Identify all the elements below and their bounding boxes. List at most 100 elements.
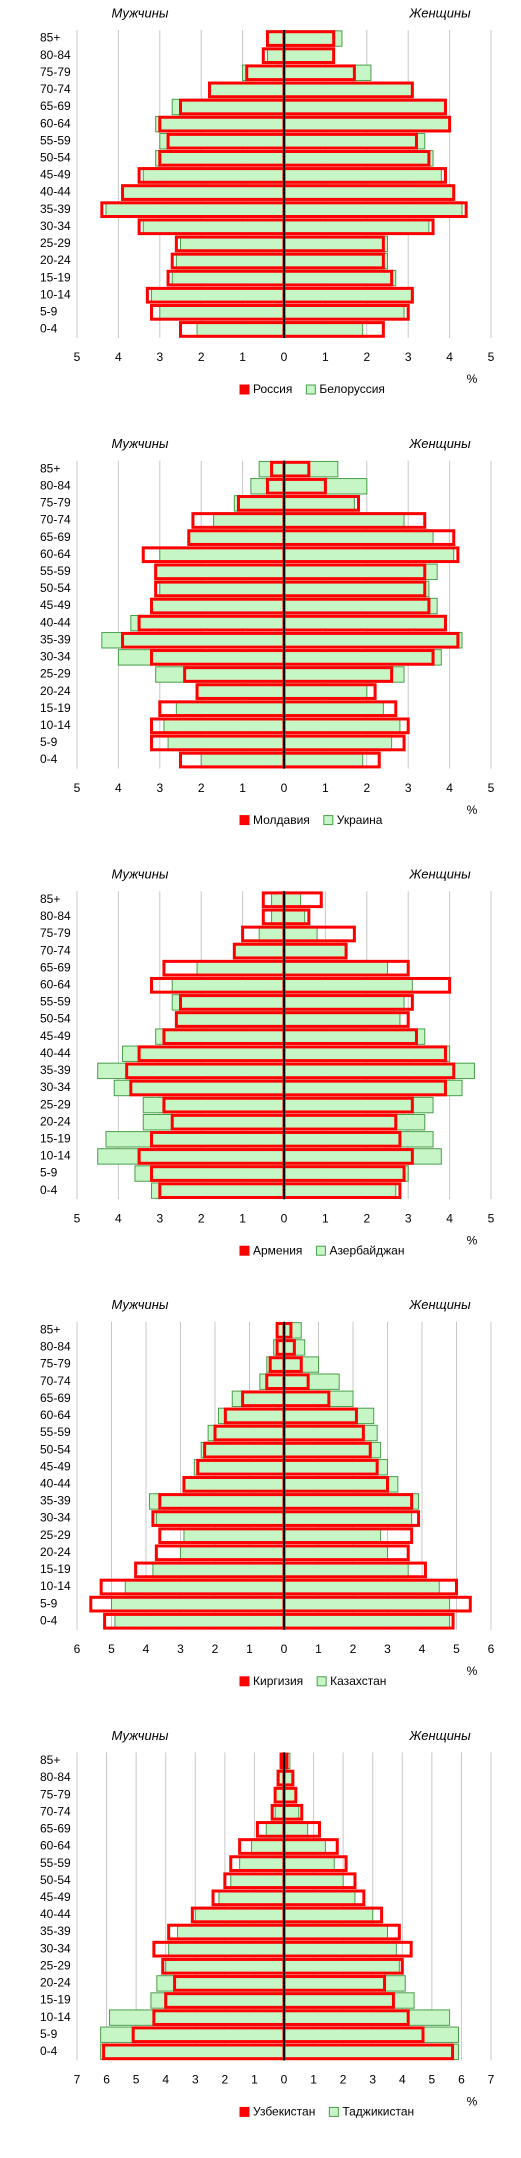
y-tick-label: 25-29 [40, 236, 71, 250]
legend-swatch [239, 1676, 250, 1687]
x-tick-label: 1 [239, 350, 246, 364]
y-tick-label: 15-19 [40, 1131, 71, 1145]
y-tick-label: 20-24 [40, 684, 71, 698]
x-tick-label: 1 [315, 1642, 322, 1656]
x-tick-label: 5 [488, 350, 495, 364]
legend-swatch [239, 1245, 250, 1256]
y-tick-label: 70-74 [40, 1804, 71, 1818]
left-label: Мужчины [112, 1728, 169, 1743]
x-tick-label: 2 [363, 1211, 370, 1225]
x-tick-label: 5 [488, 1211, 495, 1225]
y-tick-label: 10-14 [40, 287, 71, 301]
x-axis-label: % [467, 1233, 478, 1247]
y-tick-label: 65-69 [40, 960, 71, 974]
x-tick-label: 4 [115, 350, 122, 364]
left-label: Мужчины [112, 1297, 169, 1312]
x-tick-label: 3 [156, 781, 163, 795]
right-label: Женщины [408, 1728, 471, 1743]
y-tick-label: 55-59 [40, 1856, 71, 1870]
y-tick-label: 0-4 [40, 322, 58, 336]
y-tick-label: 65-69 [40, 530, 71, 544]
x-tick-label: 2 [363, 781, 370, 795]
legend-label: Таджикистан [342, 2105, 414, 2119]
y-tick-label: 50-54 [40, 1442, 71, 1456]
y-tick-label: 70-74 [40, 943, 71, 957]
x-tick-label: 7 [74, 2073, 81, 2087]
y-tick-label: 55-59 [40, 995, 71, 1009]
y-tick-label: 55-59 [40, 564, 71, 578]
x-tick-label: 5 [108, 1642, 115, 1656]
legend-swatch [328, 2106, 339, 2117]
y-tick-label: 0-4 [40, 752, 58, 766]
y-tick-label: 30-34 [40, 219, 71, 233]
legend-swatch [239, 384, 250, 395]
y-tick-label: 35-39 [40, 1924, 71, 1938]
x-tick-label: 1 [322, 350, 329, 364]
y-tick-label: 35-39 [40, 632, 71, 646]
y-tick-label: 60-64 [40, 116, 71, 130]
x-tick-label: 5 [133, 2073, 140, 2087]
y-tick-label: 40-44 [40, 1046, 71, 1060]
x-tick-label: 5 [429, 2073, 436, 2087]
x-tick-label: 4 [419, 1642, 426, 1656]
x-tick-label: 3 [384, 1642, 391, 1656]
legend-label: Россия [253, 382, 292, 396]
x-tick-label: 1 [251, 2073, 258, 2087]
y-tick-label: 30-34 [40, 1080, 71, 1094]
y-tick-label: 65-69 [40, 99, 71, 113]
y-tick-label: 25-29 [40, 1528, 71, 1542]
y-tick-label: 30-34 [40, 1511, 71, 1525]
y-tick-label: 20-24 [40, 253, 71, 267]
y-tick-label: 0-4 [40, 1183, 58, 1197]
y-tick-label: 70-74 [40, 1374, 71, 1388]
x-tick-label: 6 [488, 1642, 495, 1656]
x-tick-label: 5 [74, 350, 81, 364]
y-tick-label: 65-69 [40, 1391, 71, 1405]
y-tick-label: 60-64 [40, 547, 71, 561]
y-tick-label: 45-49 [40, 598, 71, 612]
x-tick-label: 0 [281, 781, 288, 795]
left-label: Мужчины [112, 436, 169, 451]
y-tick-label: 5-9 [40, 1596, 58, 1610]
x-tick-label: 0 [281, 350, 288, 364]
x-tick-label: 4 [162, 2073, 169, 2087]
x-tick-label: 6 [458, 2073, 465, 2087]
x-axis-label: % [467, 372, 478, 386]
y-tick-label: 50-54 [40, 151, 71, 165]
y-tick-label: 80-84 [40, 478, 71, 492]
legend-swatch [316, 1676, 327, 1687]
legend-label: Киргизия [253, 1674, 303, 1688]
right-label: Женщины [408, 5, 471, 20]
y-tick-label: 35-39 [40, 1494, 71, 1508]
x-tick-label: 4 [446, 781, 453, 795]
y-tick-label: 35-39 [40, 202, 71, 216]
x-tick-label: 2 [222, 2073, 229, 2087]
y-tick-label: 15-19 [40, 1562, 71, 1576]
y-tick-label: 85+ [40, 31, 60, 45]
y-tick-label: 80-84 [40, 1340, 71, 1354]
x-tick-label: 6 [74, 1642, 81, 1656]
x-tick-label: 5 [488, 781, 495, 795]
y-tick-label: 5-9 [40, 305, 58, 319]
legend-swatch [239, 2106, 250, 2117]
y-tick-label: 80-84 [40, 48, 71, 62]
x-tick-label: 3 [369, 2073, 376, 2087]
y-tick-label: 60-64 [40, 977, 71, 991]
y-tick-label: 45-49 [40, 1890, 71, 1904]
x-tick-label: 0 [281, 1642, 288, 1656]
y-tick-label: 5-9 [40, 735, 58, 749]
y-tick-label: 80-84 [40, 1770, 71, 1784]
y-tick-label: 50-54 [40, 1873, 71, 1887]
x-tick-label: 1 [246, 1642, 253, 1656]
x-tick-label: 1 [239, 1211, 246, 1225]
legend-swatch [239, 815, 250, 826]
y-tick-label: 55-59 [40, 1425, 71, 1439]
y-tick-label: 20-24 [40, 1545, 71, 1559]
legend-label: Армения [253, 1243, 302, 1257]
legend-swatch [305, 384, 316, 395]
x-tick-label: 2 [340, 2073, 347, 2087]
y-tick-label: 85+ [40, 461, 60, 475]
x-tick-label: 3 [405, 1211, 412, 1225]
